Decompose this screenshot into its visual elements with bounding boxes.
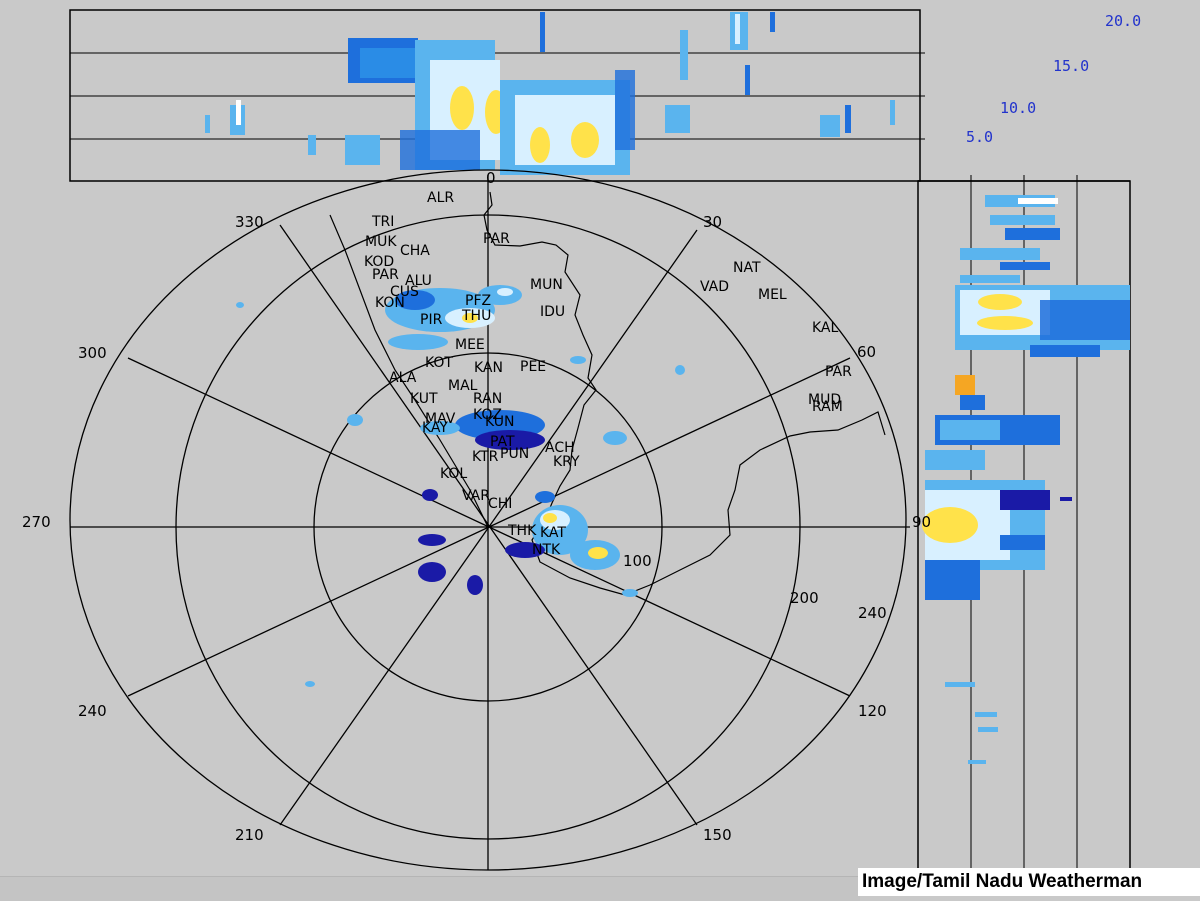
station-label: ALA [389, 370, 417, 386]
bearing-label-120: 120 [858, 702, 887, 720]
station-label: KAL [812, 320, 839, 336]
station-label: KOD [364, 254, 394, 270]
station-label: PAR [825, 364, 852, 380]
station-label: MUD [808, 392, 841, 408]
station-label: PFZ [465, 293, 491, 309]
bearing-label-60: 60 [857, 343, 876, 361]
bearing-label-150: 150 [703, 826, 732, 844]
height-label-10: 10.0 [1000, 99, 1036, 117]
bearing-label-30: 30 [703, 213, 722, 231]
station-label: ALU [405, 273, 432, 289]
station-label: MAL [448, 378, 478, 394]
range-label-240: 240 [858, 604, 887, 622]
station-label: PUN [500, 446, 529, 462]
station-label: THK [507, 523, 537, 539]
station-label: NTK [532, 542, 561, 558]
station-label: KRY [553, 454, 580, 470]
height-label-20: 20.0 [1105, 12, 1141, 30]
bearing-label-210: 210 [235, 826, 264, 844]
station-label: VAD [700, 279, 729, 295]
station-label: NAT [733, 260, 761, 276]
station-label: RAM [812, 399, 843, 415]
bearing-label-330: 330 [235, 213, 264, 231]
station-label: KOT [425, 355, 453, 371]
station-label: PEE [520, 359, 546, 375]
bearing-labels: 0 30 60 90 120 150 210 240 270 300 330 [22, 169, 931, 844]
status-bar [0, 876, 860, 901]
station-label: CHA [400, 243, 430, 259]
station-label: RAN [473, 391, 502, 407]
height-label-5: 5.0 [966, 128, 993, 146]
station-label: MEL [758, 287, 787, 303]
bearing-label-270: 270 [22, 513, 51, 531]
station-label: MUK [365, 234, 397, 250]
bearing-label-240: 240 [78, 702, 107, 720]
station-label: CUS [390, 284, 419, 300]
station-label: KAY [422, 420, 448, 436]
station-label: IDU [540, 304, 565, 320]
station-label: TRI [371, 214, 394, 230]
bearing-label-90: 90 [912, 513, 931, 531]
station-label: KUT [410, 391, 438, 407]
station-label: ALR [427, 190, 454, 206]
station-label: KAN [474, 360, 503, 376]
station-label: PAR [483, 231, 510, 247]
station-label: KON [375, 295, 405, 311]
station-labels: ALR TRI PAR MUK CHA KOD PAR ALU CUS KON … [364, 190, 852, 558]
station-label: MEE [455, 337, 485, 353]
station-label: KAT [540, 525, 566, 541]
bearing-label-0: 0 [486, 169, 496, 187]
station-label: ACH [545, 440, 575, 456]
right-height-panel [917, 175, 1131, 872]
height-label-15: 15.0 [1053, 57, 1089, 75]
bearing-label-300: 300 [78, 344, 107, 362]
station-label: THU [461, 308, 491, 324]
station-label: KOL [440, 466, 467, 482]
station-label: MUN [530, 277, 563, 293]
station-label: MAV [425, 411, 456, 427]
image-credit: Image/Tamil Nadu Weatherman [858, 868, 1200, 896]
station-label: KUN [485, 414, 515, 430]
range-label-200: 200 [790, 589, 819, 607]
ppi-plot [69, 169, 910, 871]
top-height-panel [69, 9, 925, 182]
station-label: KOZ [473, 407, 502, 423]
station-label: PAR [372, 267, 399, 283]
station-label: KTR [472, 449, 499, 465]
station-label: VAR [462, 488, 490, 504]
station-label: PAT [490, 434, 515, 450]
station-label: CHI [488, 496, 512, 512]
range-label-100: 100 [623, 552, 652, 570]
station-label: PIR [420, 312, 443, 328]
